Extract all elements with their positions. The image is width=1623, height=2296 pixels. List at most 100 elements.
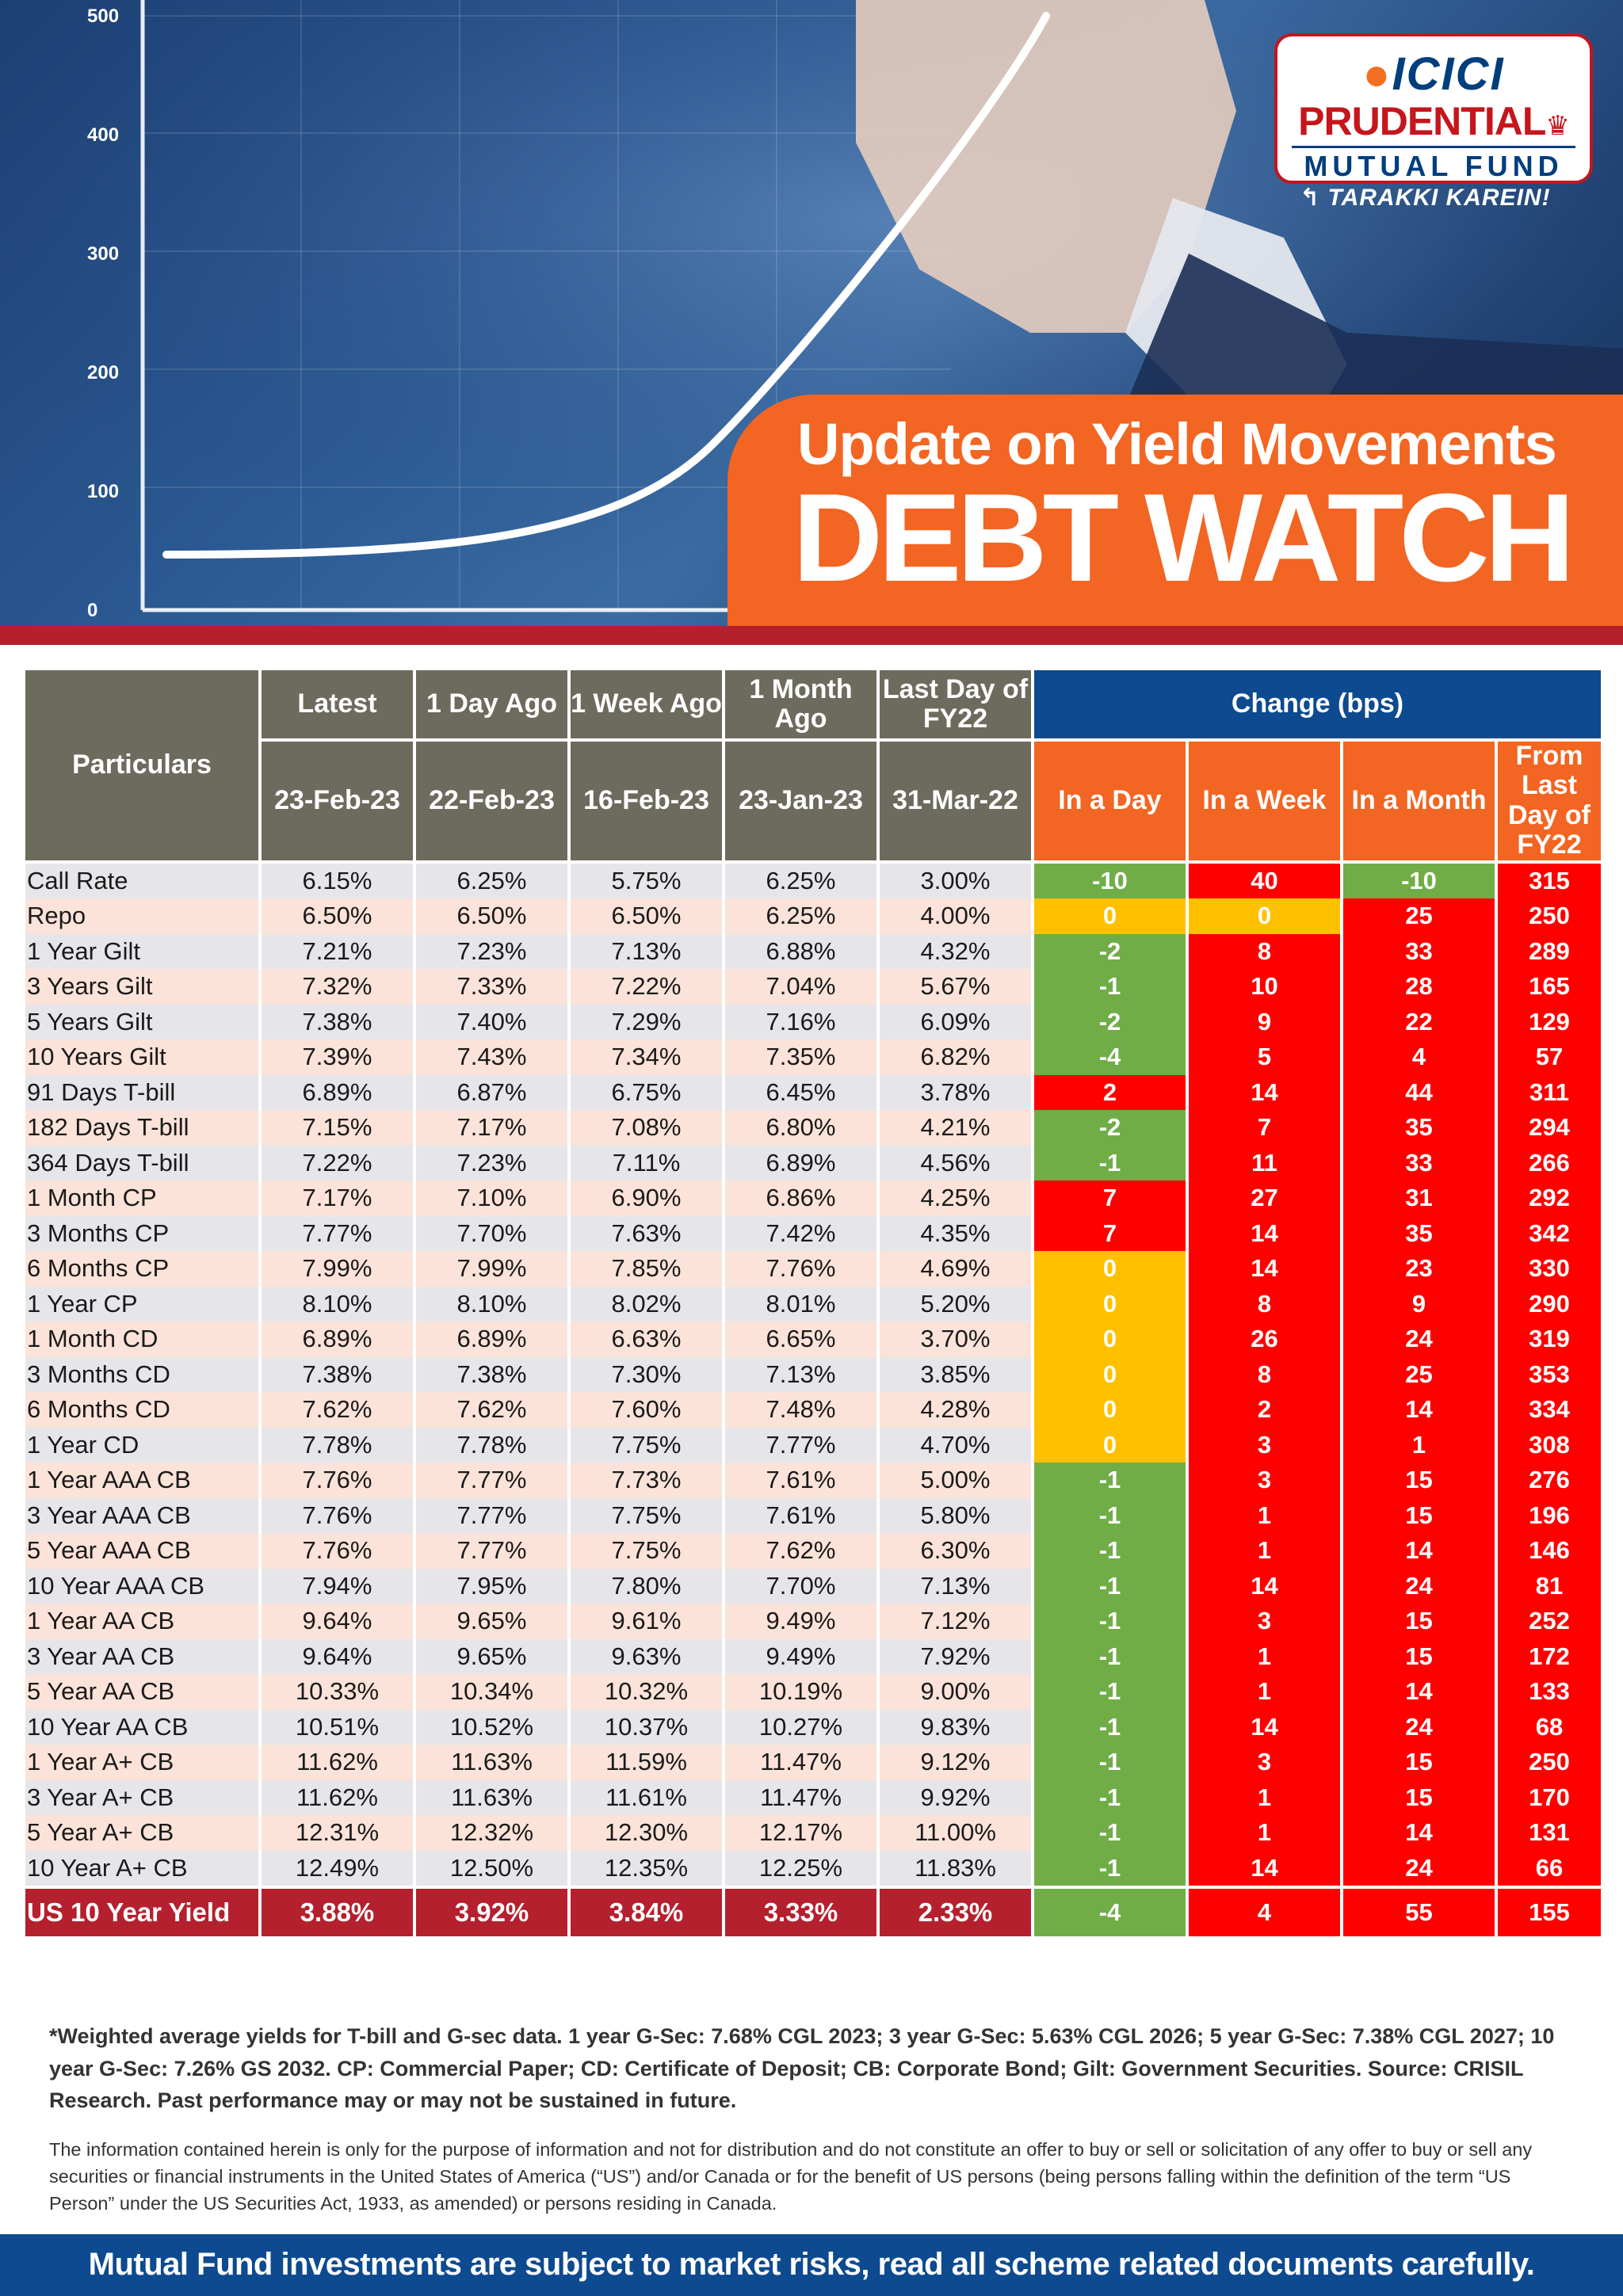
yield-value: 6.15% <box>262 863 413 899</box>
yield-value: 7.63% <box>571 1215 722 1252</box>
yield-value: 7.17% <box>262 1180 413 1216</box>
yield-value: 7.13% <box>571 933 722 970</box>
axis-tick-label: 300 <box>87 243 119 265</box>
change-bps-value: 33 <box>1343 1145 1495 1181</box>
change-bps-value: 8 <box>1189 1356 1340 1393</box>
yield-value: 9.12% <box>880 1745 1031 1780</box>
change-bps-value: 294 <box>1498 1110 1601 1146</box>
header-1-week-ago: 1 Week Ago <box>571 670 722 738</box>
table-row: 91 Days T-bill 6.89% 6.87% 6.75% 6.45% 3.78% 2… <box>25 1074 1601 1111</box>
change-bps-value: -10 <box>1034 863 1186 899</box>
table-row: 364 Days T-bill 7.22% 7.23% 7.11% 6.89% 4.56%… <box>25 1145 1601 1181</box>
change-bps-value: 0 <box>1034 1392 1186 1428</box>
particular-label: 6 Months CP <box>25 1251 258 1287</box>
particular-label: 3 Year AAA CB <box>25 1497 258 1534</box>
change-bps-value: 129 <box>1498 1004 1601 1040</box>
yield-value: 3.70% <box>880 1322 1031 1357</box>
yield-value: 7.73% <box>571 1463 722 1498</box>
particular-label: Repo <box>25 898 258 934</box>
change-bps-value: 8 <box>1189 933 1340 970</box>
axis-tick-label: 0 <box>87 600 97 621</box>
yield-value: 10.27% <box>725 1709 876 1745</box>
change-bps-value: 0 <box>1034 1286 1186 1322</box>
table-row: Repo 6.50% 6.50% 6.50% 6.25% 4.00% 0 0 25 250 <box>25 898 1601 934</box>
change-bps-value: 31 <box>1343 1180 1495 1216</box>
yield-value: 7.61% <box>725 1463 876 1498</box>
change-bps-value: 3 <box>1189 1604 1340 1639</box>
yield-value: 7.15% <box>262 1110 413 1146</box>
yield-value: 9.64% <box>262 1604 413 1639</box>
table-row: 1 Month CD 6.89% 6.89% 6.63% 6.65% 3.70% 0 26 24… <box>25 1322 1601 1357</box>
change-bps-value: -1 <box>1034 1145 1186 1181</box>
table-row: 5 Year A+ CB 12.31% 12.32% 12.30% 12.17% 11.0… <box>25 1815 1601 1851</box>
logo-mutual-fund-text: MUTUAL FUND <box>1292 146 1575 183</box>
change-bps-value: 0 <box>1034 1427 1186 1463</box>
yield-value: 8.01% <box>725 1286 876 1322</box>
change-bps-value: 25 <box>1343 898 1495 934</box>
yield-value: 11.47% <box>725 1745 876 1780</box>
yield-value: 4.69% <box>880 1251 1031 1287</box>
yield-value: 9.63% <box>571 1638 722 1675</box>
yield-value: 7.99% <box>416 1251 567 1287</box>
yield-value: 6.25% <box>725 863 876 899</box>
disclaimer-text: The information contained herein is only… <box>49 2139 1533 2214</box>
change-bps-value: -1 <box>1034 969 1186 1005</box>
yield-value: 7.95% <box>416 1568 567 1604</box>
change-bps-value: 1 <box>1189 1815 1340 1851</box>
change-bps-value: 26 <box>1189 1322 1340 1357</box>
change-bps-value: 292 <box>1498 1180 1601 1216</box>
table-row: Call Rate 6.15% 6.25% 5.75% 6.25% 3.00% -10 40-… <box>25 863 1601 899</box>
logo-icici-text: ●ICICI <box>1362 48 1505 100</box>
header-in-a-day: In a Day <box>1034 742 1186 860</box>
table-row: 1 Year Gilt 7.21% 7.23% 7.13% 6.88% 4.32% -2 8 3… <box>25 933 1601 970</box>
yield-value: 4.28% <box>880 1392 1031 1428</box>
yield-value: 7.21% <box>262 933 413 970</box>
change-bps-value: 35 <box>1343 1110 1495 1146</box>
yield-value: 9.00% <box>880 1674 1031 1710</box>
yield-value: 6.89% <box>262 1074 413 1111</box>
yield-value: 7.94% <box>262 1568 413 1604</box>
yield-value: 7.70% <box>725 1568 876 1604</box>
change-bps-value: 14 <box>1189 1074 1340 1111</box>
yield-value: 3.33% <box>725 1886 876 1937</box>
yield-value: 9.49% <box>725 1638 876 1675</box>
yield-value: 7.92% <box>880 1638 1031 1675</box>
change-bps-value: 196 <box>1498 1497 1601 1534</box>
yield-value: 6.25% <box>416 863 567 899</box>
particular-label: 10 Year AAA CB <box>25 1568 258 1604</box>
header-1-month-ago: 1 Month Ago <box>725 670 876 738</box>
particular-label: 91 Days T-bill <box>25 1074 258 1111</box>
table-row: 1 Year A+ CB 11.62% 11.63% 11.59% 11.47% 9.12… <box>25 1745 1601 1780</box>
yield-value: 7.08% <box>571 1110 722 1146</box>
change-bps-value: 9 <box>1343 1286 1495 1322</box>
change-bps-value: 319 <box>1498 1322 1601 1357</box>
change-bps-value: 4 <box>1343 1039 1495 1075</box>
header-particulars: Particulars <box>25 670 258 860</box>
change-bps-value: 14 <box>1189 1709 1340 1745</box>
yield-value: 4.00% <box>880 898 1031 934</box>
yield-value: 11.62% <box>262 1779 413 1816</box>
yield-value: 6.45% <box>725 1074 876 1111</box>
yield-value: 7.75% <box>571 1497 722 1534</box>
risk-statement: Mutual Fund investments are subject to m… <box>88 2247 1535 2282</box>
change-bps-value: 24 <box>1343 1850 1495 1886</box>
change-bps-value: -2 <box>1034 1004 1186 1040</box>
logo-prudential-text: PRUDENTIAL♛ <box>1298 99 1570 143</box>
yield-value: 6.88% <box>725 933 876 970</box>
yield-value: 7.77% <box>262 1215 413 1252</box>
yield-value: 5.00% <box>880 1463 1031 1498</box>
change-bps-value: 172 <box>1498 1638 1601 1675</box>
axis-tick-label: 100 <box>87 481 119 502</box>
yield-value: 11.62% <box>262 1745 413 1780</box>
yield-value: 12.25% <box>725 1850 876 1886</box>
table-row: 6 Months CP 7.99% 7.99% 7.85% 7.76% 4.69% 0 14 2… <box>25 1251 1601 1287</box>
change-bps-value: -1 <box>1034 1745 1186 1780</box>
footer-bar: Mutual Fund investments are subject to m… <box>0 2234 1623 2296</box>
yield-value: 7.48% <box>725 1392 876 1428</box>
yield-value: 11.61% <box>571 1779 722 1816</box>
yield-value: 7.77% <box>725 1427 876 1463</box>
yield-value: 10.51% <box>262 1709 413 1745</box>
yield-value: 5.80% <box>880 1497 1031 1534</box>
change-bps-value: 3 <box>1189 1745 1340 1780</box>
yield-value: 6.50% <box>262 898 413 934</box>
